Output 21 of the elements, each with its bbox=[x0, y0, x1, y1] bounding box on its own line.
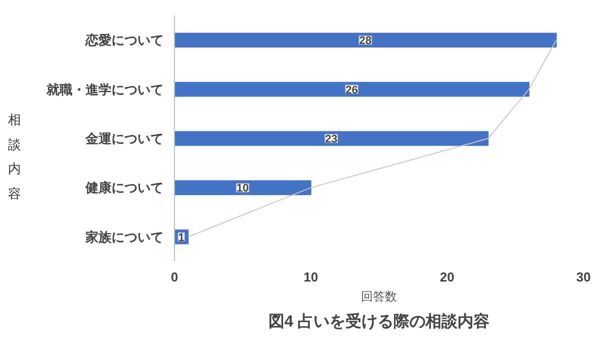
data-label: 26 bbox=[346, 84, 358, 96]
y-tick-label: 就職・進学について bbox=[46, 82, 164, 97]
x-tick-label: 20 bbox=[440, 270, 454, 284]
data-label: 23 bbox=[325, 134, 338, 146]
bar bbox=[174, 32, 557, 48]
x-tick-label: 10 bbox=[304, 270, 318, 284]
bar bbox=[174, 82, 530, 97]
x-axis-title: 回答数 bbox=[361, 290, 397, 304]
bar bbox=[174, 131, 489, 146]
y-tick-label: 恋愛について bbox=[84, 32, 164, 48]
y-tick-label: 金運について bbox=[84, 131, 164, 146]
data-label: 28 bbox=[359, 35, 372, 48]
y-tick-label: 家族について bbox=[84, 229, 164, 244]
y-axis-title: 相談内容 bbox=[8, 111, 21, 203]
data-label: 1 bbox=[178, 232, 184, 244]
data-label: 10 bbox=[236, 182, 249, 195]
x-tick-label: 0 bbox=[170, 270, 178, 284]
x-tick-label: 30 bbox=[576, 270, 591, 284]
y-tick-label: 健康について bbox=[84, 180, 164, 196]
text: 図4 占いを受ける際の相談内容 bbox=[268, 312, 490, 330]
bar bbox=[174, 180, 312, 196]
